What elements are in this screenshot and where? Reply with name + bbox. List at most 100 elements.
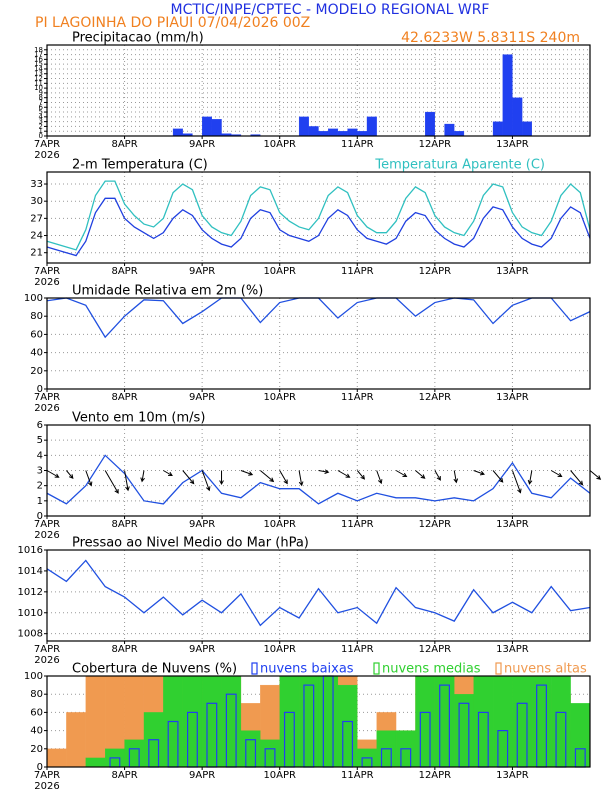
x-tick-label: 13APR <box>496 139 529 150</box>
bar <box>347 128 358 137</box>
bar <box>434 675 455 768</box>
bar <box>66 712 86 768</box>
line <box>46 454 591 505</box>
legend-swatch <box>373 662 380 675</box>
y-tick-label: 7 <box>39 98 43 106</box>
bar <box>521 121 532 137</box>
wind-arrow <box>453 470 459 484</box>
panel-title: Pressao ao Nivel Medio do Mar (hPa) <box>72 536 309 551</box>
x-tick-label: 8APR <box>111 266 137 277</box>
y-tick-label: 24 <box>30 231 43 242</box>
bar <box>492 121 503 137</box>
x-tick-label: 9APR <box>189 644 215 655</box>
x-tick-label: 12APR <box>419 519 452 530</box>
y-tick-label: 20 <box>30 366 43 377</box>
bar <box>454 694 474 768</box>
x-tick-label: 7APR <box>34 519 60 530</box>
line <box>46 297 591 339</box>
x-tick-label: 9APR <box>189 392 215 403</box>
y-tick-label: 0 <box>37 511 43 522</box>
line <box>46 559 591 627</box>
y-tick-label: 5 <box>39 108 43 116</box>
y-tick-label: 2 <box>37 481 43 492</box>
bar <box>211 119 222 137</box>
bar <box>279 675 300 768</box>
y-tick-label: 27 <box>30 213 43 224</box>
x-tick-label: 11APR <box>341 519 374 530</box>
x-tick-label: 8APR <box>111 139 137 150</box>
x-year-label: 2026 <box>34 655 59 666</box>
wind-arrow <box>279 470 288 485</box>
bar <box>298 675 319 768</box>
y-tick-label: 17 <box>34 51 43 59</box>
y-tick-label: 4 <box>37 450 43 461</box>
y-tick-label: 12 <box>34 75 43 83</box>
x-tick-label: 13APR <box>496 770 529 781</box>
x-tick-label: 9APR <box>189 770 215 781</box>
x-tick-label: 8APR <box>111 644 137 655</box>
y-tick-label: 10 <box>34 84 43 92</box>
bar <box>201 675 222 768</box>
wind-arrow <box>376 470 383 485</box>
plot-frame <box>46 424 591 517</box>
y-tick-label: 2 <box>39 122 43 130</box>
bar <box>308 126 319 137</box>
x-year-label: 2026 <box>34 530 59 541</box>
x-year-label: 2026 <box>34 150 59 161</box>
y-tick-label: 3 <box>39 118 43 126</box>
plot-frame <box>46 297 591 390</box>
wind-arrow <box>550 470 563 478</box>
y-tick-label: 1 <box>37 496 43 507</box>
x-tick-label: 8APR <box>111 519 137 530</box>
y-tick-label: 1 <box>39 127 43 135</box>
y-tick-label: 60 <box>30 329 43 340</box>
bar <box>124 739 145 768</box>
bar <box>473 675 494 768</box>
x-tick-label: 8APR <box>111 770 137 781</box>
wind-arrow <box>140 470 145 483</box>
panel-title: Precipitacao (mm/h) <box>72 31 204 46</box>
bar <box>240 730 261 768</box>
bar <box>85 757 106 768</box>
bar <box>570 703 591 768</box>
y-tick-label: 33 <box>30 179 43 190</box>
x-tick-label: 12APR <box>419 266 452 277</box>
bar <box>328 128 339 137</box>
y-tick-label: 0 <box>37 384 43 395</box>
header-title: MCTIC/INPE/CPTEC - MODELO REGIONAL WRF <box>171 2 490 18</box>
y-tick-label: 16 <box>34 55 43 63</box>
wind-arrow <box>298 470 304 487</box>
y-tick-label: 14 <box>34 65 43 73</box>
bar <box>357 131 368 137</box>
x-tick-label: 10APR <box>263 644 296 655</box>
y-tick-label: 13 <box>34 70 43 78</box>
wind-arrow <box>511 470 522 494</box>
y-tick-label: 0 <box>37 762 43 773</box>
bar <box>221 675 242 768</box>
wind-arrow <box>589 470 602 480</box>
y-tick-label: 1016 <box>18 545 43 556</box>
wind-arrow <box>240 470 254 476</box>
panel-title: Vento em 10m (m/s) <box>72 411 205 426</box>
wind-arrow <box>356 470 366 480</box>
y-tick-label: 3 <box>37 466 43 477</box>
wind-arrow <box>318 469 330 474</box>
wind-arrow <box>219 470 224 486</box>
y-tick-label: 1014 <box>18 566 43 577</box>
y-tick-label: 30 <box>30 196 43 207</box>
bar <box>444 123 455 137</box>
bar <box>182 675 203 768</box>
plot-frame <box>46 675 591 768</box>
bar <box>366 116 377 137</box>
bar <box>260 739 280 768</box>
wind-arrow <box>434 470 441 481</box>
bar <box>318 131 329 137</box>
header-coords: 42.6233W 5.8311S 240m <box>401 30 580 46</box>
legend-label: nuvens altas <box>504 662 587 677</box>
line <box>46 180 591 251</box>
x-year-label: 2026 <box>34 403 59 414</box>
bar <box>531 675 552 768</box>
y-tick-label: 5 <box>37 435 43 446</box>
